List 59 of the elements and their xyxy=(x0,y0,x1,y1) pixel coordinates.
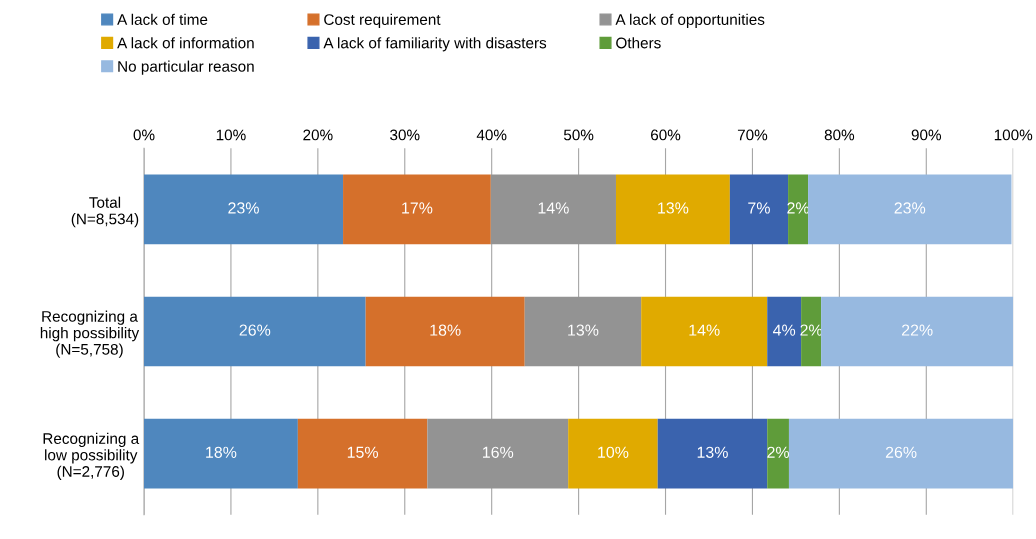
data-label: 2% xyxy=(767,446,790,458)
bar xyxy=(615,174,730,245)
data-label: 14% xyxy=(538,202,569,214)
data-label: 23% xyxy=(228,202,259,214)
y-tick-label: Recognizing a low possibility (N=2,776) xyxy=(43,432,140,480)
bar xyxy=(767,296,802,367)
data-label: 22% xyxy=(901,324,933,336)
x-tick-label: 40% xyxy=(476,129,507,141)
x-tick-label: 30% xyxy=(390,129,420,141)
data-label: 13% xyxy=(697,446,728,458)
data-label: 13% xyxy=(568,324,599,336)
legend-label: Cost requirement xyxy=(324,13,441,28)
data-label: 7% xyxy=(748,202,770,214)
bar xyxy=(144,418,298,489)
data-label: 18% xyxy=(430,324,461,336)
bar xyxy=(821,296,1014,367)
legend-label: A lack of familiarity with disasters xyxy=(323,37,547,52)
data-label: 4% xyxy=(773,324,796,336)
data-label: 18% xyxy=(206,446,237,458)
x-tick-label: 0% xyxy=(133,129,155,141)
x-tick-label: 90% xyxy=(911,129,942,141)
legend-label: A lack of opportunities xyxy=(615,13,765,28)
data-label: 16% xyxy=(483,446,514,458)
x-tick-label: 100% xyxy=(994,129,1033,141)
legend-label: A lack of information xyxy=(117,37,254,49)
legend-label: No particular reason xyxy=(118,60,254,75)
data-label: 13% xyxy=(658,202,689,214)
x-tick-label: 60% xyxy=(651,129,681,141)
legend-label: Others xyxy=(616,37,661,49)
x-tick-label: 20% xyxy=(303,129,333,141)
x-tick-label: 50% xyxy=(563,129,594,141)
bar xyxy=(297,418,428,489)
x-tick-label: 70% xyxy=(737,129,768,141)
bar xyxy=(767,418,789,489)
data-label: 17% xyxy=(402,202,433,214)
legend-label: A lack of time xyxy=(117,13,208,25)
bar xyxy=(524,296,642,367)
bar xyxy=(144,296,366,367)
bar xyxy=(427,418,569,489)
data-label: 10% xyxy=(598,446,629,458)
bar xyxy=(568,418,658,489)
bar xyxy=(729,174,789,245)
bar xyxy=(641,296,768,367)
y-tick-label: Total (N=8,534) xyxy=(71,196,139,228)
data-label: 14% xyxy=(689,324,720,336)
x-tick-label: 80% xyxy=(824,129,855,141)
bar xyxy=(788,418,1014,489)
bar xyxy=(657,418,768,489)
data-label: 26% xyxy=(239,324,271,336)
bar xyxy=(808,174,1012,245)
bar xyxy=(144,174,344,245)
x-tick-label: 10% xyxy=(216,129,246,141)
data-label: 26% xyxy=(885,446,917,458)
y-tick-label: Recognizing a high possibility (N=5,758) xyxy=(40,310,140,358)
bar xyxy=(490,174,616,245)
bar xyxy=(343,174,491,245)
data-label: 15% xyxy=(347,446,379,458)
bar xyxy=(365,296,525,367)
data-label: 23% xyxy=(894,202,926,214)
